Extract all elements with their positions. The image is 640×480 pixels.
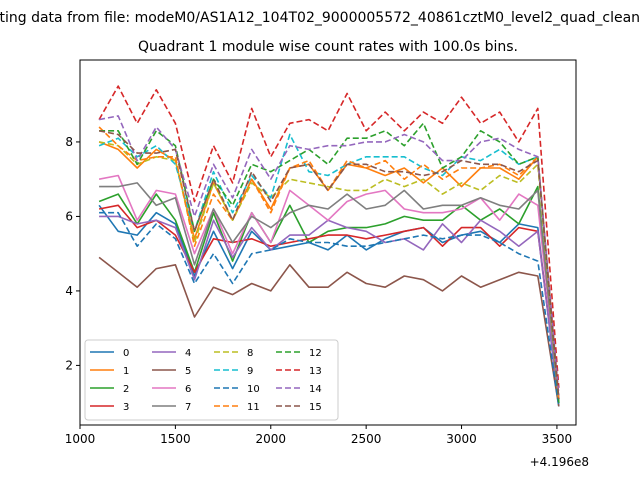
x-tick-label: 1000 xyxy=(65,432,96,446)
series-line-12 xyxy=(99,122,560,403)
x-tick-label: 2500 xyxy=(351,432,382,446)
legend-label-5: 5 xyxy=(185,366,191,377)
legend-label-4: 4 xyxy=(185,348,191,359)
legend-label-2: 2 xyxy=(123,384,129,395)
legend-label-13: 13 xyxy=(309,366,322,377)
legend-label-3: 3 xyxy=(123,402,129,413)
series-line-11 xyxy=(98,126,560,399)
series-line-15 xyxy=(98,130,560,399)
legend-label-1: 1 xyxy=(123,366,129,377)
legend-label-11: 11 xyxy=(247,402,260,413)
legend-label-12: 12 xyxy=(309,348,322,359)
x-axis-offset-label: +4.196e8 xyxy=(530,455,589,469)
legend-label-15: 15 xyxy=(309,402,322,413)
y-tick-label: 6 xyxy=(65,209,73,223)
series-line-3 xyxy=(98,204,560,399)
legend-box xyxy=(84,339,339,421)
x-tick-label: 1500 xyxy=(160,432,191,446)
legend-label-6: 6 xyxy=(185,384,191,395)
x-tick-label: 3000 xyxy=(446,432,477,446)
x-tick-label: 3500 xyxy=(542,432,573,446)
legend-label-7: 7 xyxy=(185,402,191,413)
series-line-0 xyxy=(98,204,560,407)
legend-label-8: 8 xyxy=(247,348,253,359)
series-line-10 xyxy=(99,211,560,407)
legend-label-10: 10 xyxy=(247,384,260,395)
x-tick-label: 2000 xyxy=(255,432,286,446)
y-tick-label: 8 xyxy=(65,135,73,149)
series-line-7 xyxy=(99,182,560,403)
x-axis-ticks: 1000 1500 2000 2500 3000 3500 xyxy=(65,425,572,446)
legend-label-9: 9 xyxy=(247,366,253,377)
series-lines xyxy=(98,85,560,407)
axes-frame xyxy=(79,59,577,426)
series-line-9 xyxy=(98,133,560,399)
y-axis-ticks: 2 4 6 8 xyxy=(65,135,80,372)
series-line-5 xyxy=(98,256,560,407)
legend-label-14: 14 xyxy=(309,384,322,395)
y-tick-label: 4 xyxy=(65,284,73,298)
legend-label-0: 0 xyxy=(123,348,129,359)
y-tick-label: 2 xyxy=(65,358,73,372)
chart-title: Quadrant 1 module wise count rates with … xyxy=(138,39,518,55)
figure-suptitle: Plotting data from file: modeM0/AS1A12_1… xyxy=(0,10,640,26)
series-line-13 xyxy=(98,85,560,388)
